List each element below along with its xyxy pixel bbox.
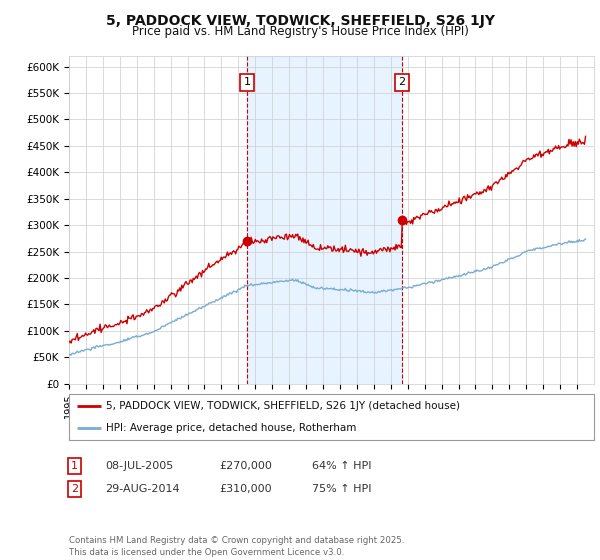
Text: 5, PADDOCK VIEW, TODWICK, SHEFFIELD, S26 1JY: 5, PADDOCK VIEW, TODWICK, SHEFFIELD, S26… xyxy=(106,14,494,28)
Text: 29-AUG-2014: 29-AUG-2014 xyxy=(105,484,179,494)
Text: £310,000: £310,000 xyxy=(219,484,272,494)
Text: £270,000: £270,000 xyxy=(219,461,272,471)
Text: 2: 2 xyxy=(71,484,78,494)
Text: 08-JUL-2005: 08-JUL-2005 xyxy=(105,461,173,471)
FancyBboxPatch shape xyxy=(69,394,594,440)
Bar xyxy=(247,56,402,384)
Text: Contains HM Land Registry data © Crown copyright and database right 2025.
This d: Contains HM Land Registry data © Crown c… xyxy=(69,536,404,557)
Text: 2: 2 xyxy=(398,77,406,87)
Text: 1: 1 xyxy=(71,461,78,471)
Text: 1: 1 xyxy=(244,77,251,87)
Text: Price paid vs. HM Land Registry's House Price Index (HPI): Price paid vs. HM Land Registry's House … xyxy=(131,25,469,38)
Text: HPI: Average price, detached house, Rotherham: HPI: Average price, detached house, Roth… xyxy=(106,423,356,433)
Text: 64% ↑ HPI: 64% ↑ HPI xyxy=(312,461,371,471)
Text: 5, PADDOCK VIEW, TODWICK, SHEFFIELD, S26 1JY (detached house): 5, PADDOCK VIEW, TODWICK, SHEFFIELD, S26… xyxy=(106,400,460,410)
Text: 75% ↑ HPI: 75% ↑ HPI xyxy=(312,484,371,494)
